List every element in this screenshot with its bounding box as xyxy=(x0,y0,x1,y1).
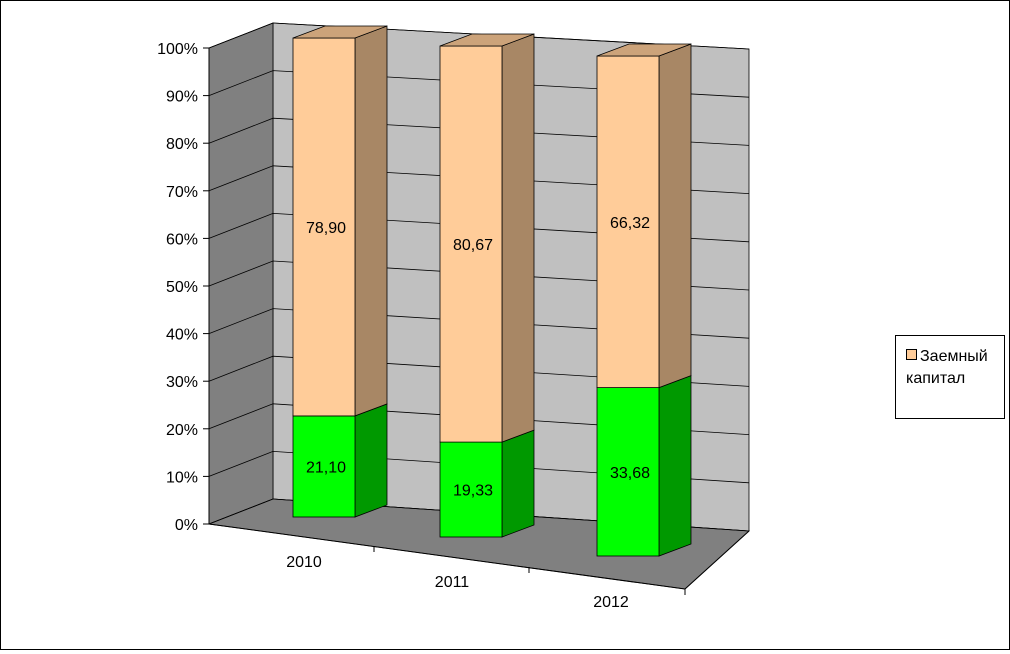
bar-side-face xyxy=(354,403,388,518)
x-axis xyxy=(208,523,686,590)
bar-side-face xyxy=(658,375,692,557)
data-label: 66,32 xyxy=(610,215,650,232)
bar-segment xyxy=(439,429,535,538)
x-axis-line xyxy=(208,523,686,590)
x-tick-label: 2012 xyxy=(593,594,629,611)
gridlines xyxy=(208,22,750,532)
bars xyxy=(292,25,692,557)
bar-side-face xyxy=(501,429,535,538)
x-tick-label: 2010 xyxy=(286,554,322,571)
x-tick-label: 2011 xyxy=(435,574,470,591)
bar-side-face xyxy=(354,25,388,417)
bar-front-face xyxy=(439,45,503,443)
bar-front-face xyxy=(439,441,503,538)
gridline xyxy=(208,117,750,146)
data-labels: 21,10 78,90 19,33 80,67 33,68 66,32 xyxy=(306,215,650,500)
bar-top-face xyxy=(596,43,692,57)
bar-segment xyxy=(439,33,535,443)
legend-label: Заемный капитал xyxy=(906,348,988,387)
y-tick-label: 40% xyxy=(166,327,198,344)
y-tick-label: 90% xyxy=(166,89,198,106)
bar-top-face xyxy=(439,33,535,47)
bar-front-face xyxy=(596,387,660,557)
bar-segment xyxy=(596,375,692,557)
gridline xyxy=(208,165,750,194)
y-tick-label: 30% xyxy=(166,374,198,391)
y-tick-label: 100% xyxy=(157,41,198,58)
data-label: 78,90 xyxy=(306,220,346,237)
data-label: 19,33 xyxy=(453,483,493,500)
y-tick-label: 0% xyxy=(175,517,198,534)
y-tick-label: 20% xyxy=(166,422,198,439)
y-tick-label: 10% xyxy=(166,469,198,486)
gridline xyxy=(208,212,750,243)
y-axis: 0% 10% 20% 30% 40% 50% 60% 70% 80% 90% 100% xyxy=(157,41,210,534)
data-label: 80,67 xyxy=(453,237,493,254)
gridline xyxy=(208,22,750,50)
y-tick-label: 70% xyxy=(166,184,198,201)
gridline xyxy=(208,403,750,435)
data-label: 33,68 xyxy=(610,465,650,482)
gridline xyxy=(208,260,750,291)
gridline xyxy=(208,308,750,339)
x-tick-labels: 2010 2011 2012 xyxy=(286,530,750,611)
data-label: 21,10 xyxy=(306,459,346,476)
y-tick-label: 80% xyxy=(166,136,198,153)
gridline xyxy=(208,355,750,387)
bar-segment xyxy=(596,43,692,389)
bar-side-face xyxy=(658,43,692,389)
gridline xyxy=(208,70,750,98)
floor-edge xyxy=(684,530,750,590)
y-tick-label: 60% xyxy=(166,231,198,248)
bar-top-face xyxy=(292,25,388,39)
legend-swatch xyxy=(906,349,917,360)
gridline xyxy=(208,450,750,484)
y-tick-label: 50% xyxy=(166,279,198,296)
legend: Заемный капитал xyxy=(895,335,1005,419)
gridline xyxy=(208,498,750,532)
bar-segment xyxy=(292,25,388,417)
bar-side-face xyxy=(501,33,535,443)
